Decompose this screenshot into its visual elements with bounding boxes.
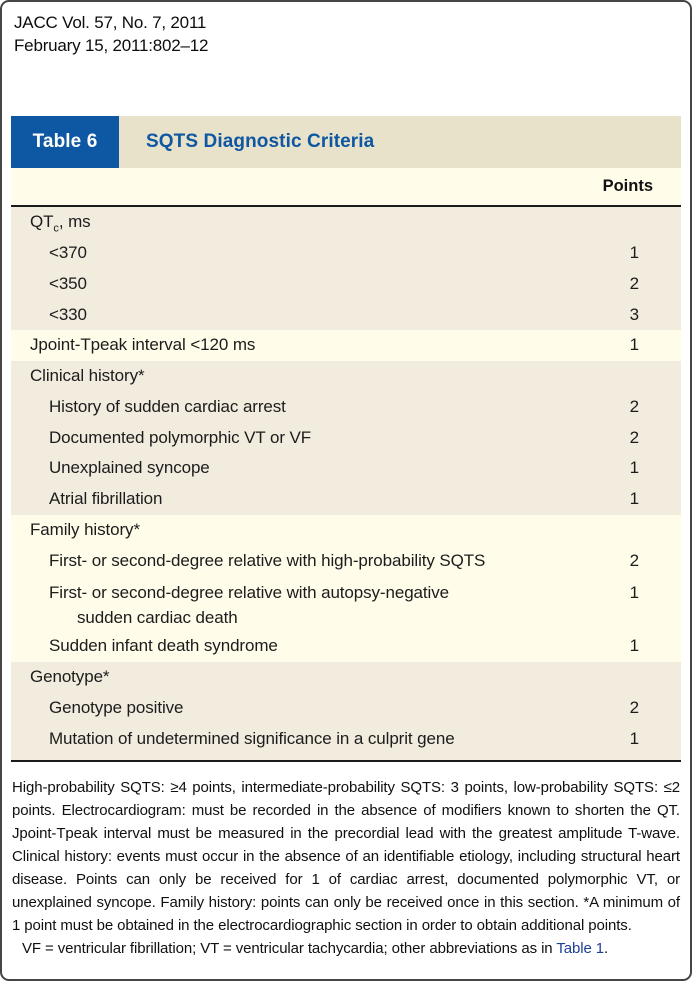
- table-1-link[interactable]: Table 1: [556, 940, 605, 957]
- table-footnote: High-probability SQTS: ≥4 points, interm…: [12, 776, 680, 960]
- row-points-value: 2: [629, 396, 639, 416]
- row-points-value: 2: [629, 697, 639, 717]
- row-label: Documented polymorphic VT or VF: [49, 427, 312, 447]
- journal-volume-line: JACC Vol. 57, No. 7, 2011: [14, 13, 207, 32]
- masthead: JACC Vol. 57, No. 7, 2011 February 15, 2…: [2, 2, 690, 57]
- table-header-bar: Table 6 SQTS Diagnostic Criteria: [11, 116, 681, 168]
- criterion-row: Mutation of undetermined significance in…: [11, 723, 681, 754]
- section-header-row: QTc, ms: [11, 207, 681, 238]
- row-label: First- or second-degree relative with hi…: [49, 550, 486, 570]
- row-label: Mutation of undetermined significance in…: [49, 728, 455, 748]
- table-section: Genotype* Genotype positive 2 Mutation of u…: [11, 661, 681, 760]
- table-section: QTc, ms <370 1 <350 2 <330 3: [11, 207, 681, 330]
- row-label-continuation: sudden cardiac death: [77, 608, 238, 627]
- row-points-value: 1: [629, 728, 639, 748]
- section-header-row: Clinical history*: [11, 361, 681, 392]
- table-6: Table 6 SQTS Diagnostic Criteria Points …: [11, 116, 681, 762]
- row-points-value: 3: [629, 304, 639, 324]
- abbreviations-period: .: [604, 940, 609, 957]
- criterion-row: First- or second-degree relative with hi…: [11, 545, 681, 576]
- criterion-row: <330 3: [11, 299, 681, 330]
- table-number-label: Table 6: [11, 116, 119, 168]
- row-points-value: 2: [629, 550, 639, 570]
- criterion-row: Unexplained syncope 1: [11, 453, 681, 484]
- row-points-value: 1: [629, 489, 639, 509]
- footnote-paragraph: High-probability SQTS: ≥4 points, interm…: [12, 779, 680, 934]
- row-points-value: 2: [629, 273, 639, 293]
- section-header-row: Genotype*: [11, 662, 681, 693]
- points-column-header-row: Points: [11, 168, 681, 207]
- row-points-value: 2: [629, 427, 639, 447]
- row-label: First- or second-degree relative with au…: [11, 576, 589, 630]
- criterion-row: <370 1: [11, 238, 681, 269]
- table-section: Clinical history* History of sudden cardi…: [11, 360, 681, 515]
- criterion-row: Atrial fibrillation 1: [11, 484, 681, 515]
- journal-date-line: February 15, 2011:802–12: [14, 36, 209, 55]
- points-column-header: Points: [602, 177, 653, 195]
- criterion-row: Documented polymorphic VT or VF 2: [11, 422, 681, 453]
- table-title: SQTS Diagnostic Criteria: [119, 116, 681, 168]
- criterion-row: Sudden infant death syndrome 1: [11, 631, 681, 662]
- row-label: <370: [49, 243, 87, 263]
- table-section: Jpoint-Tpeak interval <120 ms 1: [11, 330, 681, 361]
- section-header-row: Jpoint-Tpeak interval <120 ms 1: [11, 330, 681, 361]
- section-header-row: Family history*: [11, 515, 681, 546]
- row-label: Sudden infant death syndrome: [49, 636, 278, 656]
- criterion-row: Genotype positive 2: [11, 693, 681, 724]
- row-label: Unexplained syncope: [49, 458, 210, 478]
- row-label: QTc, ms: [30, 212, 91, 235]
- row-points-value: 1: [629, 583, 639, 602]
- criterion-row: First- or second-degree relative with au…: [11, 576, 681, 631]
- row-points-value: 1: [629, 636, 639, 656]
- row-label: Family history*: [30, 519, 140, 539]
- row-label: <350: [49, 273, 87, 293]
- row-points-value: 1: [629, 458, 639, 478]
- row-points-value: 1: [629, 335, 639, 355]
- row-points-value: 1: [629, 243, 639, 263]
- abbreviations-text: VF = ventricular fibrillation; VT = vent…: [22, 940, 557, 957]
- row-label: Genotype positive: [49, 697, 184, 717]
- row-label: Genotype*: [30, 667, 110, 687]
- criterion-row: History of sudden cardiac arrest 2: [11, 392, 681, 423]
- row-label: History of sudden cardiac arrest: [49, 396, 286, 416]
- row-label: <330: [49, 304, 87, 324]
- abbreviations-line: VF = ventricular fibrillation; VT = vent…: [12, 937, 680, 960]
- table-sections: QTc, ms <370 1 <350 2 <330 3 Jpoint-Tpeak inter…: [11, 207, 681, 762]
- row-label: Clinical history*: [30, 366, 145, 386]
- table-section: Family history* First- or second-degree r…: [11, 514, 681, 662]
- criterion-row: <350 2: [11, 269, 681, 300]
- row-label: Atrial fibrillation: [49, 489, 163, 509]
- row-label: Jpoint-Tpeak interval <120 ms: [30, 335, 256, 355]
